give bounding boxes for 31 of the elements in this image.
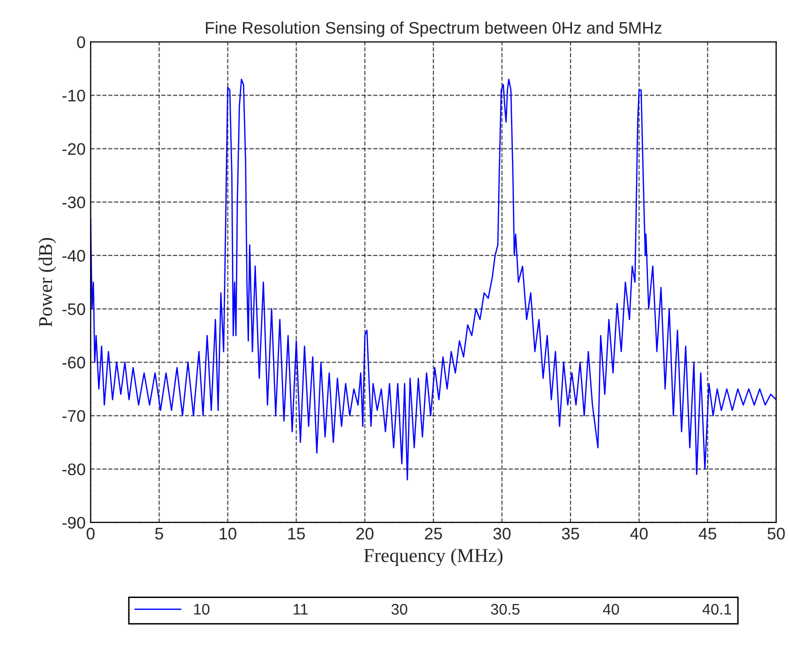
x-tick-label: 30: [493, 528, 511, 540]
x-tick-label: 25: [424, 528, 442, 540]
x-tick-label: 15: [288, 528, 305, 540]
y-tick-label: -40: [62, 250, 86, 262]
text: 40: [602, 604, 619, 615]
x-tick-label: 35: [562, 528, 580, 540]
y-tick-label: -10: [62, 90, 86, 102]
x-axis-title: Frequency (MHz): [364, 548, 502, 566]
x-tick-label: 40: [630, 528, 648, 540]
y-tick-label: 0: [77, 36, 86, 48]
y-tick-label: -90: [62, 516, 86, 529]
x-tick-label: 50: [768, 528, 785, 540]
y-tick-label: -30: [62, 196, 86, 208]
text: 40.1: [702, 604, 732, 615]
text: 11: [294, 604, 308, 615]
x-tick-label: 10: [220, 528, 236, 540]
chart-title: Fine Resolution Sensing of Spectrum between 0Hz and 5MHz: [206, 22, 662, 38]
text: 30.5: [490, 604, 520, 615]
y-axis-title: Power (dB): [38, 238, 56, 327]
x-tick-label: 45: [698, 528, 716, 540]
line-series: [90, 78, 776, 480]
text: 30: [391, 604, 408, 615]
y-tick-label: -60: [62, 356, 86, 368]
x-tick-label: 0: [86, 528, 95, 540]
y-tick-label: -20: [62, 143, 86, 155]
x-tick-label: 5: [155, 528, 164, 540]
y-tick-label: -70: [62, 410, 86, 422]
y-tick-label: -50: [62, 303, 86, 316]
y-tick-label: -80: [62, 463, 86, 476]
x-tick-label: 20: [356, 528, 374, 540]
legend-label: 10: [194, 604, 210, 615]
